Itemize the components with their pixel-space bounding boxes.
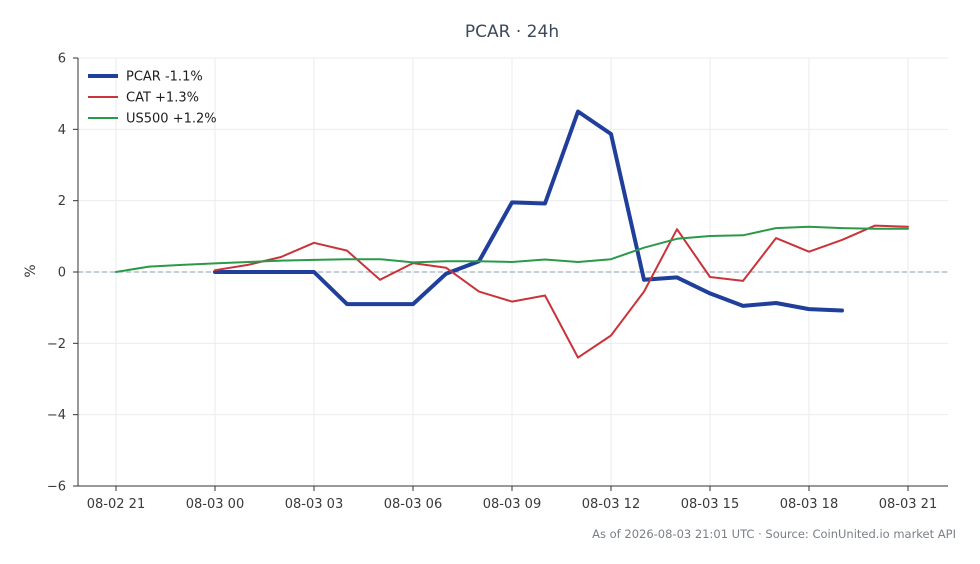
footer-source: As of 2026-08-03 21:01 UTC · Source: Coi… [592,527,956,541]
x-tick-label: 08-03 00 [186,497,244,512]
series-lines [115,109,909,359]
x-axis-ticks: 08-02 21 08-03 00 08-03 03 08-03 06 08-03 09… [87,486,937,512]
y-axis-label: % [23,264,39,277]
chart-title: PCAR · 24h [465,22,559,42]
y-tick-label: −4 [47,408,66,423]
legend-label: US500 +1.2% [126,112,217,127]
x-tick-label: 08-03 06 [384,497,442,512]
series-line-0 [213,109,844,313]
legend-label: PCAR -1.1% [126,70,203,85]
y-tick-label: 4 [58,123,66,138]
x-tick-label: 08-03 18 [780,497,838,512]
y-tick-label: 0 [58,266,66,281]
x-tick-label: 08-03 21 [879,497,937,512]
x-tick-label: 08-02 21 [87,497,145,512]
x-tick-label: 08-03 15 [681,497,739,512]
x-tick-label: 08-03 03 [285,497,343,512]
y-tick-label: 6 [58,52,66,67]
series-line-2 [115,225,909,273]
series-line-1 [214,224,909,359]
legend-label: CAT +1.3% [126,91,199,106]
x-tick-label: 08-03 12 [582,497,640,512]
y-tick-label: −2 [47,337,66,352]
y-axis-ticks: −6 −4 −2 0 2 4 6 [47,52,78,495]
y-tick-label: 2 [58,194,66,209]
x-tick-label: 08-03 09 [483,497,541,512]
y-tick-label: −6 [47,480,66,495]
legend: PCAR -1.1% CAT +1.3% US500 +1.2% [88,70,217,127]
